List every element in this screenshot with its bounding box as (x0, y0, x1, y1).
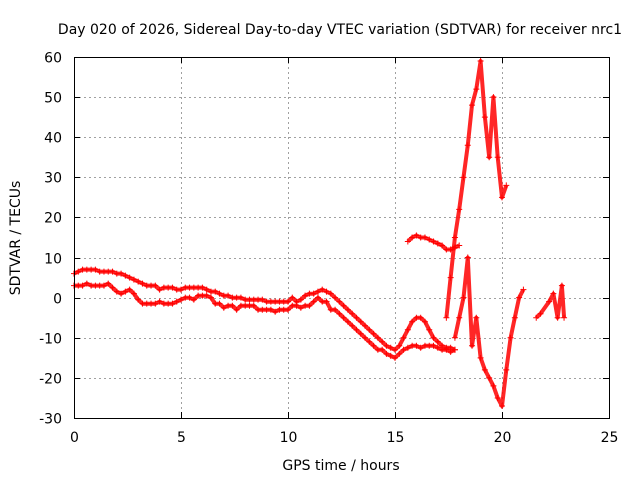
y-tick-label: -10 (39, 332, 62, 348)
series-lower-band (71, 280, 458, 361)
series-trace (534, 283, 567, 320)
axis-tick-labels: -30 -20 -10 0 10 20 30 40 50 60 0 5 10 15 20 25 (39, 51, 618, 447)
axis-ticks (74, 57, 610, 419)
series-late-points (533, 282, 568, 321)
x-tick-label: 20 (494, 430, 512, 446)
series-trace (74, 281, 456, 360)
x-tick-label: 10 (280, 430, 298, 446)
x-axis-label: GPS time / hours (282, 458, 399, 474)
grid-lines (74, 57, 609, 418)
y-tick-label: -30 (39, 412, 62, 428)
plot-frame (74, 57, 610, 419)
y-axis-label: SDTVAR / TECUs (8, 181, 24, 296)
y-tick-label: 10 (44, 252, 62, 268)
series-upper-band (71, 266, 458, 353)
y-tick-label: 60 (44, 51, 62, 67)
y-tick-label: 40 (44, 131, 62, 147)
y-tick-label: 0 (53, 292, 62, 308)
series-storm-lower (451, 254, 527, 409)
chart-title: Day 020 of 2026, Sidereal Day-to-day VTE… (58, 22, 622, 38)
y-tick-label: 50 (44, 91, 62, 107)
x-tick-label: 15 (387, 430, 405, 446)
x-tick-label: 0 (70, 430, 79, 446)
y-tick-label: -20 (39, 372, 62, 388)
y-tick-label: 20 (44, 211, 62, 227)
series-trace (73, 267, 456, 352)
y-tick-label: 30 (44, 171, 62, 187)
x-tick-label: 25 (601, 430, 619, 446)
series-trace (444, 59, 509, 318)
x-tick-label: 5 (177, 430, 186, 446)
series-trace (406, 233, 461, 252)
series-storm-upper (443, 58, 510, 321)
series-trace (452, 255, 526, 408)
data-series (71, 58, 568, 409)
